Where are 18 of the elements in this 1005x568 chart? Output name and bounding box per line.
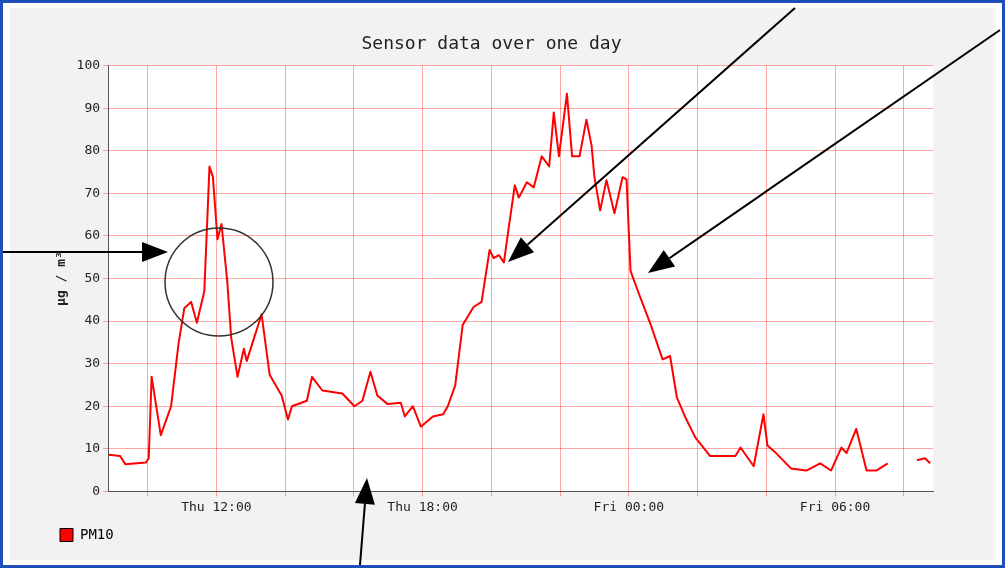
y-tick-label: 100 [76, 56, 101, 72]
chart-title: Sensor data over one day [361, 32, 622, 54]
y-tick-label: 70 [84, 184, 101, 200]
y-tick-label: 80 [84, 142, 101, 158]
y-tick-label: 10 [84, 440, 101, 456]
y-axis-title: µg / m³ [53, 251, 69, 306]
y-tick-label: 90 [84, 99, 101, 115]
x-tick-label: Fri 06:00 [799, 498, 871, 514]
y-tick-label: 60 [84, 227, 101, 243]
y-tick-label: 0 [92, 482, 101, 498]
legend-label: PM10 [80, 525, 114, 542]
y-tick-label: 40 [84, 312, 101, 328]
x-tick-label: Thu 18:00 [387, 498, 458, 514]
y-tick-label: 20 [84, 397, 101, 413]
y-tick-label: 30 [84, 355, 101, 371]
x-tick-label: Thu 12:00 [181, 498, 252, 514]
y-tick-label: 50 [84, 269, 101, 285]
x-tick-label: Fri 00:00 [593, 498, 665, 514]
